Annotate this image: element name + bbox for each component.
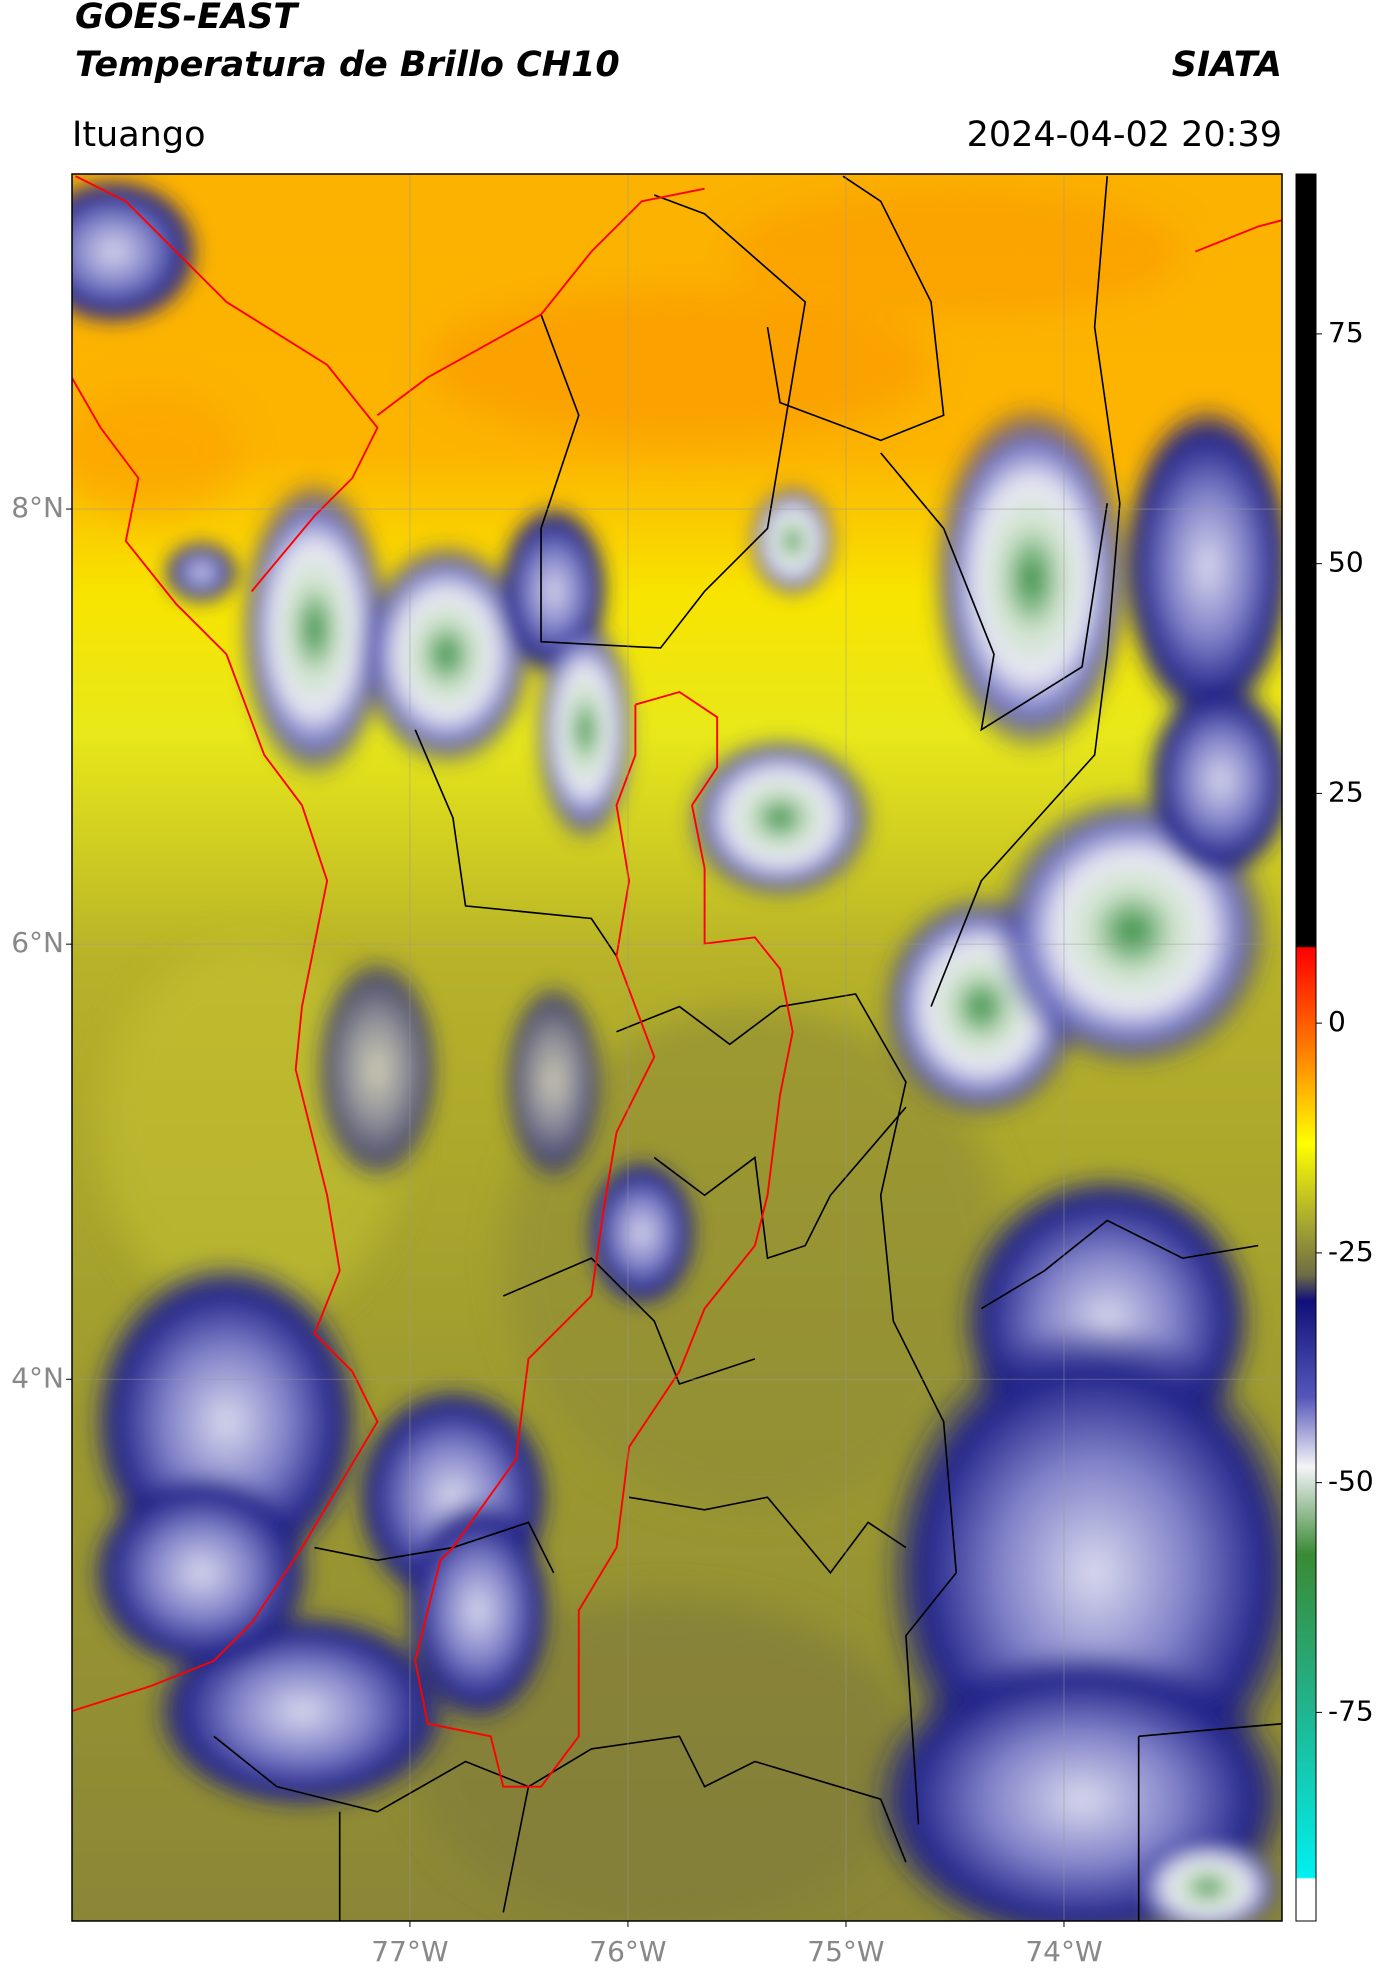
y-tick-label: 6°N: [11, 926, 64, 959]
x-tick-label: 74°W: [1025, 1935, 1102, 1968]
x-tick-label: 77°W: [371, 1935, 448, 1968]
graticule: [72, 174, 1282, 1921]
title: GOES-EAST: [75, 0, 300, 37]
timestamp: 2024-04-02 20:39: [967, 115, 1282, 155]
colorbar-tick-label: 75: [1328, 316, 1364, 349]
ticks: 77°W 76°W 75°W 74°W 4°N 6°N 8°N -75 -50 -25 0 25 50 7…: [11, 316, 1374, 1968]
x-tick-label: 75°W: [807, 1935, 884, 1968]
colorbar-tick-label: -75: [1328, 1694, 1374, 1727]
map-image: [71, 173, 1283, 1922]
colorbar-tick-label: -25: [1328, 1235, 1374, 1268]
colorbar-tick-label: 0: [1328, 1005, 1346, 1038]
subtitle: Temperatura de Brillo CH10: [75, 45, 620, 85]
colorbar-tick-label: -50: [1328, 1465, 1374, 1498]
colorbar-tick-label: 25: [1328, 775, 1364, 808]
y-tick-label: 8°N: [11, 491, 64, 524]
colorbar-tick-label: 50: [1328, 546, 1364, 579]
map-frame: [71, 173, 1283, 1922]
location: Ituango: [72, 115, 206, 155]
colorbar: [1295, 173, 1317, 1922]
y-tick-label: 4°N: [11, 1361, 64, 1394]
x-tick-label: 76°W: [589, 1935, 666, 1968]
source: SIATA: [1172, 45, 1282, 85]
